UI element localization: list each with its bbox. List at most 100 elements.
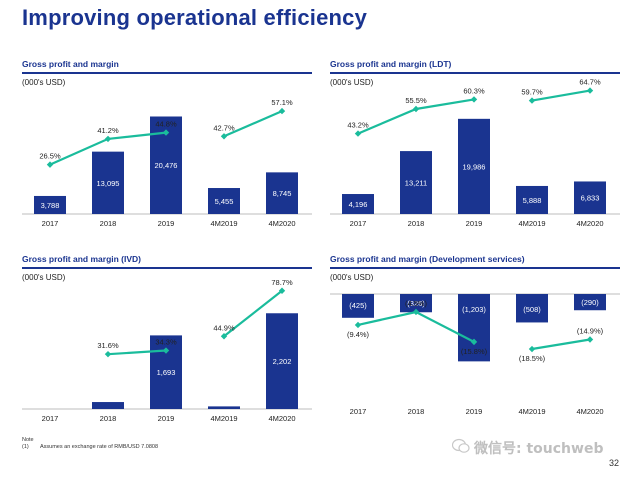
bar — [516, 185, 548, 214]
page-title: Improving operational efficiency — [22, 5, 368, 30]
bar — [266, 172, 298, 214]
margin-label: (15.8%) — [461, 347, 488, 356]
unit-label: (000's USD) — [22, 78, 66, 87]
margin-label: 55.5% — [405, 96, 427, 105]
category-tick-label: 4M2019 — [210, 219, 237, 228]
margin-line-segment — [357, 310, 475, 343]
margin-point — [412, 308, 420, 316]
chart-panel-ivd: Gross profit and margin (IVD) (000's USD… — [22, 253, 312, 443]
margin-point — [586, 336, 594, 343]
bar-label: 3,788 — [41, 201, 60, 210]
category-tick-label: 2018 — [100, 414, 117, 423]
title-rule — [22, 267, 312, 269]
bar-label: (508) — [523, 305, 541, 314]
margin-point — [220, 333, 228, 340]
category-tick-label: 2017 — [350, 407, 367, 416]
category-tick-label: 4M2019 — [518, 407, 545, 416]
bar-label: 6,833 — [581, 194, 600, 203]
margin-line-segment — [531, 338, 591, 351]
bar-label: 2,202 — [273, 357, 292, 366]
bar — [342, 294, 374, 318]
margin-label: 59.7% — [521, 88, 543, 97]
margin-point — [278, 287, 286, 294]
bar-label: (1,203) — [462, 305, 486, 314]
bar — [266, 313, 298, 409]
margin-point — [354, 130, 362, 137]
margin-point — [278, 107, 286, 115]
bar — [208, 188, 240, 214]
margin-point — [104, 350, 112, 358]
chart-svg: 1,693 2,202 2017 2018 2019 4M2019 4M2020 31.6% 3… — [22, 278, 312, 423]
title-rule — [330, 72, 620, 74]
category-tick-label: 2019 — [158, 219, 175, 228]
category-tick-label: 4M2019 — [210, 414, 237, 423]
bar — [574, 181, 606, 214]
bar — [516, 294, 548, 323]
category-tick-label: 4M2020 — [268, 219, 295, 228]
chart-title: Gross profit and margin (IVD) — [22, 254, 142, 264]
category-tick-label: 2017 — [42, 414, 59, 423]
margin-label: 60.3% — [463, 86, 485, 95]
margin-point — [528, 97, 536, 104]
title-rule — [22, 72, 312, 74]
watermark: 微信号: touchweb — [474, 441, 604, 457]
category-tick-label: 4M2020 — [576, 407, 603, 416]
category-tick-label: 2019 — [158, 414, 175, 423]
page-number: 32 — [609, 458, 620, 468]
margin-point — [470, 338, 478, 346]
margin-line-segment — [223, 289, 283, 338]
category-tick-label: 2017 — [42, 219, 59, 228]
chart-svg: 4,196 13,211 19,986 5,888 6,833 2017 2018 2019 4… — [330, 78, 620, 228]
margin-label: 41.2% — [97, 126, 119, 135]
margin-label: 44.8% — [155, 120, 177, 129]
chart-title: Gross profit and margin — [22, 59, 119, 69]
margin-line-segment — [531, 89, 591, 102]
unit-label: (000's USD) — [22, 273, 66, 282]
margin-label: 34.3% — [155, 338, 177, 347]
margin-line-segment — [223, 110, 283, 138]
margin-label: (14.9%) — [577, 327, 604, 336]
note-text: Assumes an exchange rate of RMB/USD 7.08… — [40, 444, 159, 450]
bar — [92, 151, 124, 214]
margin-point — [46, 161, 54, 168]
bar-label: 4,196 — [349, 200, 368, 209]
unit-label: (000's USD) — [330, 78, 374, 87]
footnote: Note (1) Assumes an exchange rate of RMB/… — [22, 437, 158, 451]
category-tick-label: 2019 — [466, 219, 483, 228]
category-tick-label: 4M2020 — [576, 219, 603, 228]
bar-label: 13,095 — [97, 179, 120, 188]
margin-line-segment — [107, 349, 167, 356]
margin-label: 42.7% — [213, 123, 235, 132]
margin-label: 43.2% — [347, 121, 369, 130]
margin-point — [162, 129, 170, 136]
bar — [342, 194, 374, 214]
margin-point — [586, 87, 594, 94]
bar-label: 8,745 — [273, 189, 292, 198]
margin-label: 64.7% — [579, 78, 601, 87]
chart-panel-ldt: Gross profit and margin (LDT) (000's USD… — [330, 58, 620, 248]
chart-panel-gross-profit: Gross profit and margin (000's USD) 3,78… — [22, 58, 312, 248]
margin-label: (9.4%) — [347, 330, 370, 339]
unit-label: (000's USD) — [330, 273, 374, 282]
note-number: (1) — [22, 444, 29, 450]
bar — [458, 294, 490, 362]
wechat-icon — [452, 438, 470, 453]
bar — [208, 406, 240, 409]
chart-panel-dev-services: Gross profit and margin (Development ser… — [330, 253, 620, 443]
margin-point — [104, 135, 112, 143]
chart-title: Gross profit and margin (LDT) — [330, 59, 452, 69]
margin-point — [220, 133, 228, 140]
bar-label: (290) — [581, 298, 599, 307]
chart-svg: 3,788 13,095 20,476 5,455 8,745 2017 2018 2019 4… — [22, 98, 312, 228]
margin-point — [162, 347, 170, 354]
bar — [400, 151, 432, 214]
bar-label: 1,693 — [157, 368, 176, 377]
bar — [34, 195, 66, 214]
title-rule — [330, 267, 620, 269]
bar-label: 19,986 — [463, 162, 486, 171]
bar-label: (425) — [349, 301, 367, 310]
margin-label: (18.5%) — [519, 354, 546, 363]
margin-label: (4.5%) — [405, 299, 428, 308]
bar — [458, 118, 490, 214]
bar-label: 13,211 — [405, 179, 427, 188]
